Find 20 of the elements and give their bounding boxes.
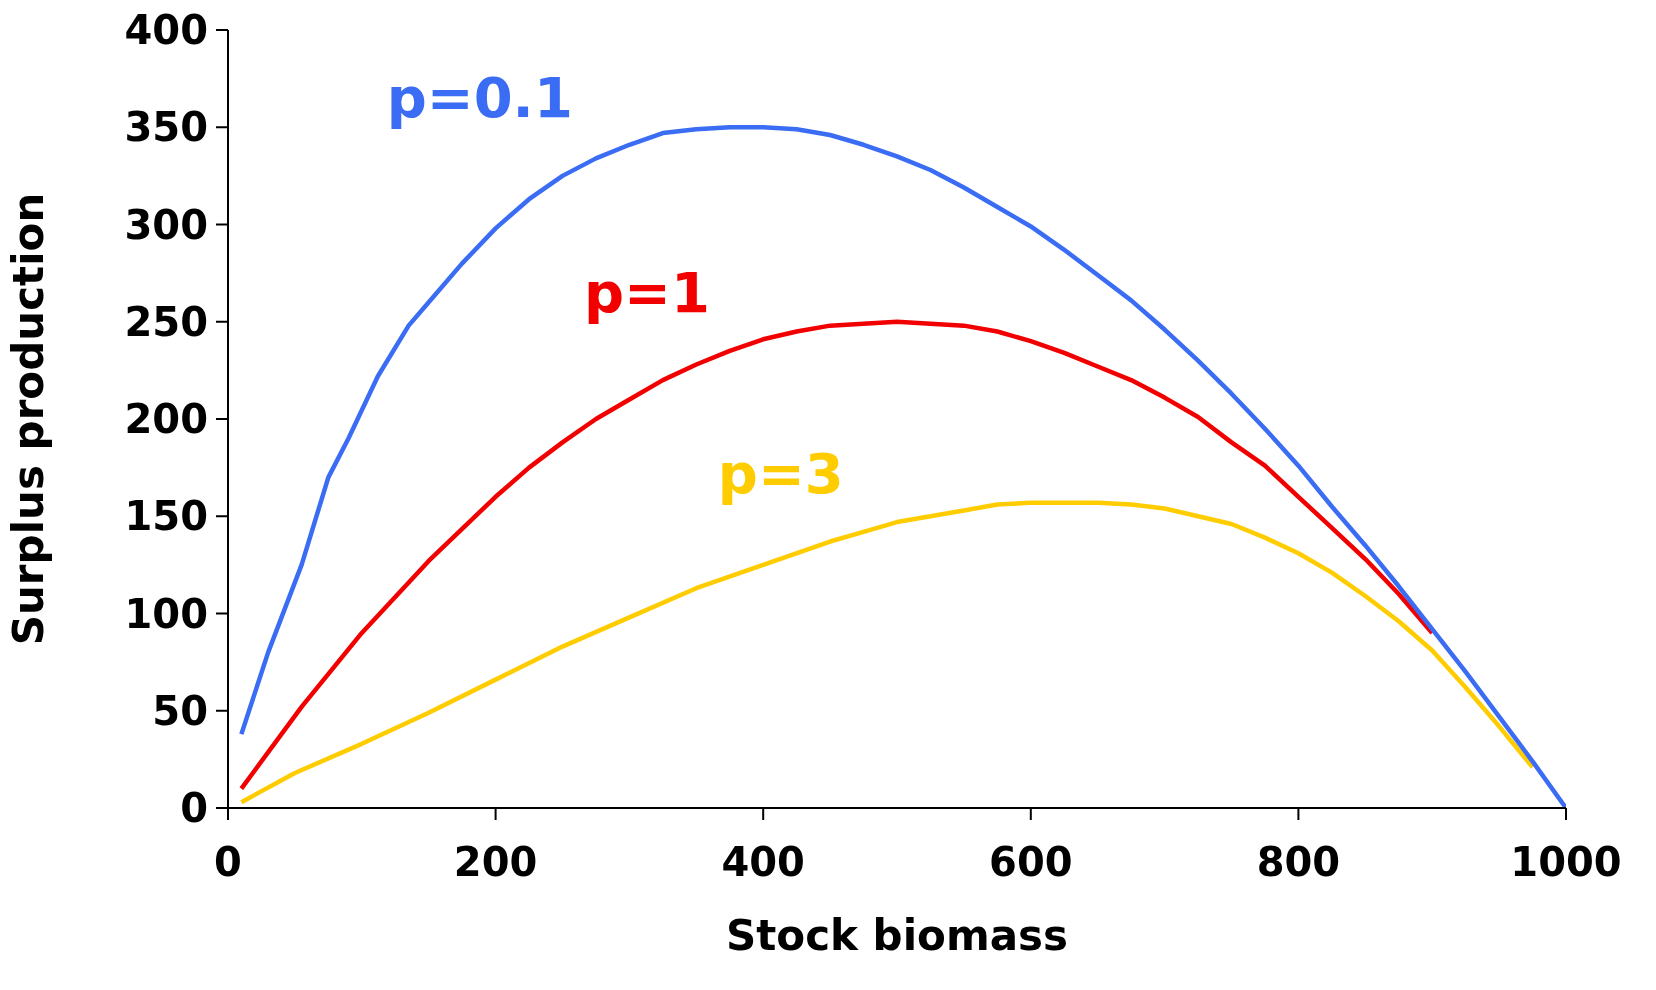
y-tick-label: 250 — [124, 298, 208, 345]
series-label: p=0.1 — [386, 65, 573, 131]
y-tick-label: 300 — [124, 201, 208, 248]
series-label: p=3 — [717, 440, 844, 506]
y-axis-title: Surplus production — [3, 192, 53, 646]
y-tick-label: 0 — [180, 785, 208, 832]
y-tick-label: 200 — [124, 396, 208, 443]
y-tick-label: 150 — [124, 493, 208, 540]
x-tick-label: 200 — [453, 839, 538, 886]
x-tick-label: 0 — [214, 839, 242, 886]
y-tick-label: 350 — [124, 104, 208, 151]
x-tick-label: 600 — [989, 839, 1073, 886]
series-label: p=1 — [584, 259, 710, 325]
x-axis-title: Stock biomass — [725, 911, 1069, 960]
y-tick-label: 400 — [124, 7, 208, 54]
x-tick-label: 400 — [721, 839, 805, 886]
x-tick-label: 1000 — [1510, 839, 1622, 886]
x-tick-label: 800 — [1256, 839, 1341, 886]
y-tick-label: 100 — [124, 590, 208, 637]
y-tick-label: 50 — [152, 687, 208, 734]
